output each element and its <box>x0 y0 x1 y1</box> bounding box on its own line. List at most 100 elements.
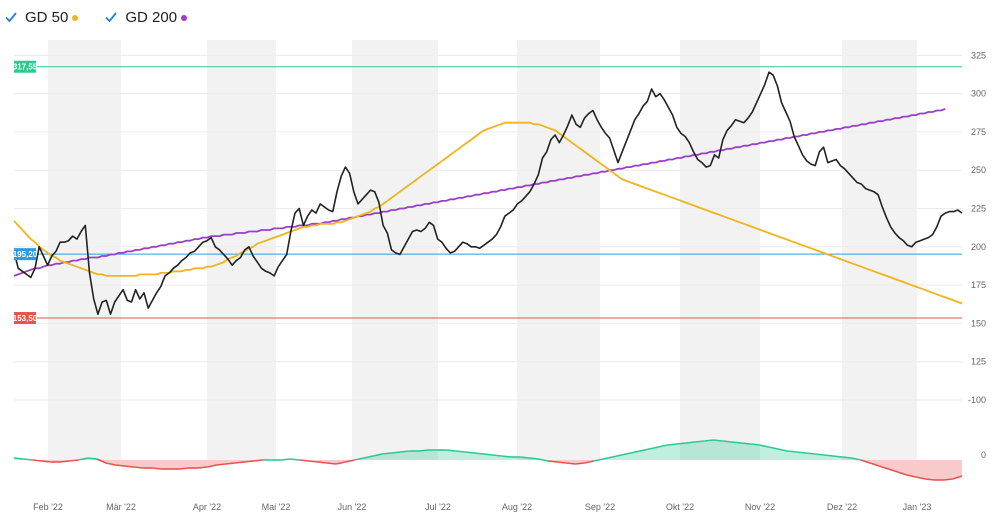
oscillator-line-segment <box>59 460 70 463</box>
oscillator-line-segment <box>639 448 650 452</box>
oscillator-line-segment <box>492 454 502 457</box>
oscillator-line-segment <box>915 476 926 480</box>
oscillator-line-segment <box>602 456 613 460</box>
series-line-gd200 <box>13 108 946 277</box>
series-lines <box>13 71 963 316</box>
oscillator-line-segment <box>612 454 622 458</box>
x-tick-label: Nov '22 <box>745 502 775 512</box>
level-tag-label: 153,50 <box>13 314 38 323</box>
oscillator-line-segment <box>593 458 604 462</box>
oscillator-line-segment <box>584 460 594 464</box>
oscillator-line-segment <box>32 459 42 462</box>
oscillator-line-segment <box>869 462 880 467</box>
x-tick-label: Jan '23 <box>903 502 932 512</box>
oscillator-line-segment <box>878 465 889 470</box>
oscillator-line-segment <box>538 458 548 462</box>
oscillator-line-segment <box>685 441 696 444</box>
oscillator-line-segment <box>547 460 558 463</box>
oscillator-line-segment <box>391 451 401 454</box>
x-tick-label: Jul '22 <box>425 502 451 512</box>
oscillator-line-segment <box>216 463 226 466</box>
oscillator-line-segment <box>566 462 576 465</box>
y-tick-label: 150 <box>971 318 986 328</box>
y-tick-label: 0 <box>981 450 986 460</box>
oscillator-line-segment <box>326 462 337 465</box>
legend-color-dot-gd200 <box>181 15 188 21</box>
oscillator-line-segment <box>69 459 79 462</box>
oscillator-line-segment <box>41 460 51 463</box>
series-line-gd50 <box>13 121 963 305</box>
oscillator-line-segment <box>750 443 760 446</box>
x-axis: Feb '22 Mär '22 Apr '22 Mai '22 Jun '22 Jul '… <box>33 502 931 512</box>
oscillator-line-segment <box>317 461 327 464</box>
oscillator-line-segment <box>464 451 475 454</box>
oscillator-line-segment <box>925 478 935 481</box>
chart-legend: GD 50 GD 200 <box>4 5 188 29</box>
oscillator-line-segment <box>198 466 208 469</box>
oscillator-line-segment <box>768 446 779 450</box>
level-tag-label: 195,20 <box>13 250 38 259</box>
oscillator-line-segment <box>446 449 456 452</box>
oscillator-line-segment <box>906 474 917 478</box>
oscillator-line-segment <box>474 452 484 455</box>
level-tag <box>14 248 36 261</box>
month-band <box>517 40 600 460</box>
oscillator-line-segment <box>418 449 429 452</box>
legend-color-dot-gd50 <box>72 15 79 21</box>
oscillator-line-segment <box>823 454 834 457</box>
legend-label-gd200: GD 200 <box>125 8 178 26</box>
oscillator-line-segment <box>741 442 751 445</box>
oscillator-line-segment <box>78 457 88 461</box>
level-tag <box>14 60 36 73</box>
x-tick-label: Aug '22 <box>502 502 532 512</box>
oscillator-line-segment <box>814 453 824 456</box>
oscillator-positive-area <box>14 440 962 460</box>
oscillator-line-segment <box>87 457 97 460</box>
oscillator-line-segment <box>695 440 705 443</box>
grid-lines <box>14 54 962 401</box>
oscillator-line-segment <box>777 448 788 452</box>
legend-item-gd200[interactable]: GD 200 <box>104 8 188 26</box>
oscillator-line-segment <box>860 459 871 464</box>
x-tick-label: Okt '22 <box>666 502 694 512</box>
x-tick-label: Jun '22 <box>338 502 367 512</box>
oscillator-line-segment <box>630 450 641 454</box>
oscillator-panel <box>13 439 963 481</box>
oscillator-line-segment <box>335 461 346 465</box>
oscillator-line-segment <box>648 446 659 450</box>
oscillator-line-segment <box>759 444 769 448</box>
oscillator-line-segment <box>105 462 116 466</box>
y-tick-label: 125 <box>971 357 986 367</box>
oscillator-line-segment <box>676 442 686 445</box>
oscillator-line-segment <box>152 467 162 470</box>
oscillator-line-segment <box>253 459 263 462</box>
oscillator-line-segment <box>455 450 466 453</box>
oscillator-line-segment <box>483 453 493 456</box>
oscillator-line-segment <box>888 468 898 473</box>
x-tick-label: Sep '22 <box>585 502 615 512</box>
legend-item-gd50[interactable]: GD 50 <box>4 8 79 26</box>
y-tick-label: 175 <box>971 280 986 290</box>
legend-label-gd50: GD 50 <box>25 8 69 26</box>
checkmark-icon[interactable] <box>104 10 118 24</box>
y-tick-label: 275 <box>971 127 986 137</box>
oscillator-line-segment <box>704 439 714 442</box>
oscillator-line-segment <box>179 467 189 470</box>
oscillator-line-segment <box>952 475 963 480</box>
oscillator-line-segment <box>805 452 815 455</box>
month-band <box>48 40 121 460</box>
oscillator-line-segment <box>833 455 843 458</box>
oscillator-line-segment <box>280 458 291 461</box>
oscillator-line-segment <box>115 464 125 467</box>
oscillator-line-segment <box>345 459 355 463</box>
oscillator-line-segment <box>354 457 364 461</box>
oscillator-line-segment <box>382 452 392 455</box>
oscillator-line-segment <box>529 457 539 460</box>
oscillator-line-segment <box>13 457 24 460</box>
x-tick-label: Feb '22 <box>33 502 63 512</box>
oscillator-line-segment <box>943 478 953 481</box>
checkmark-icon[interactable] <box>4 10 18 24</box>
oscillator-line-segment <box>234 461 245 464</box>
month-band <box>680 40 760 460</box>
